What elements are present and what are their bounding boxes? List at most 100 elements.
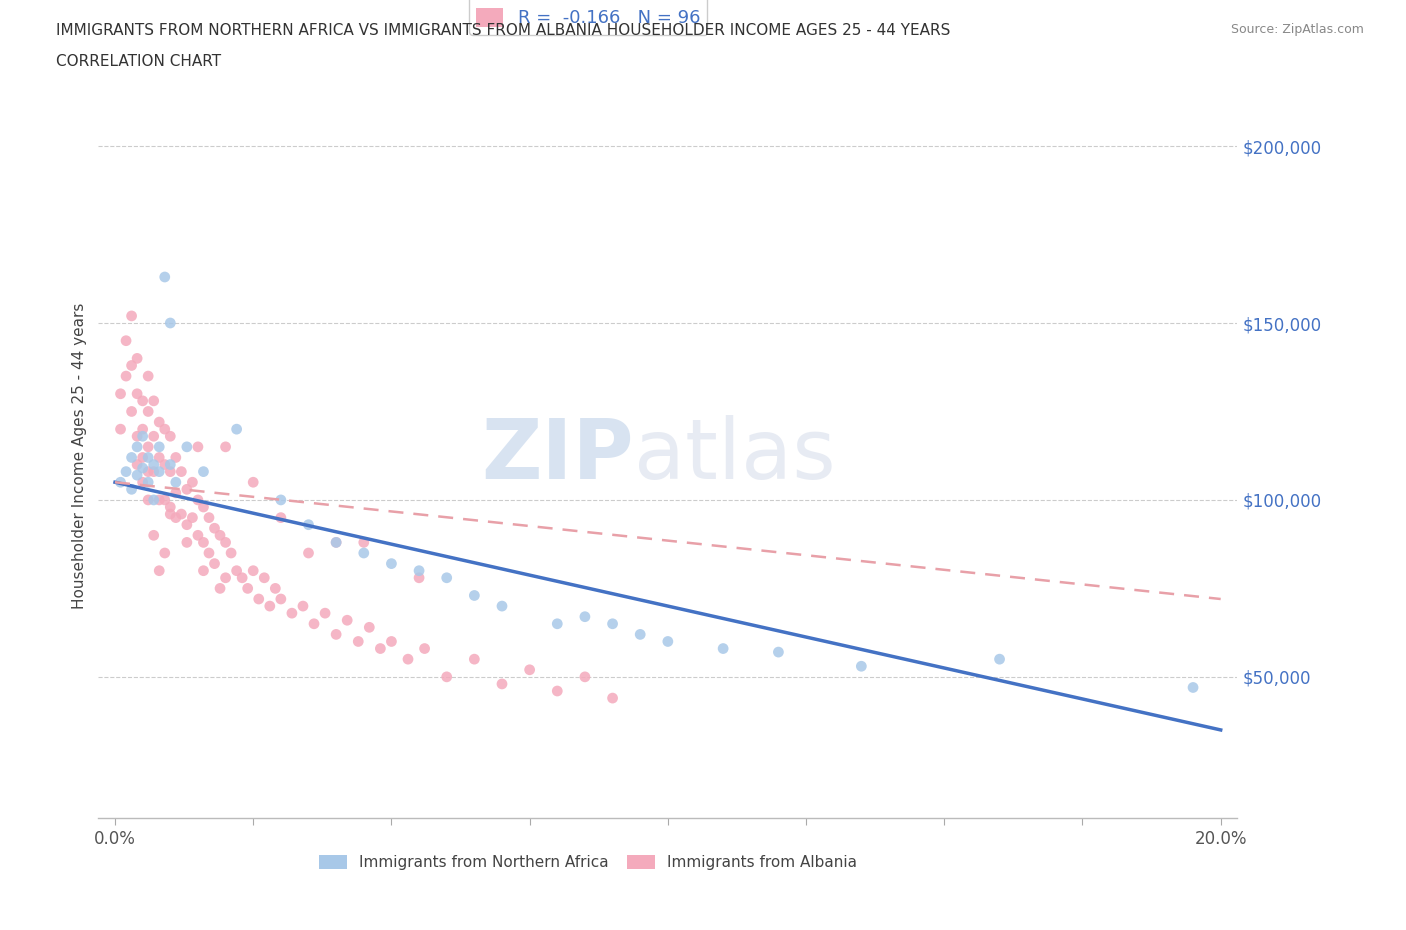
Point [353, 535, 375, 550]
Point [198, 546, 221, 561]
Point [127, 458, 149, 472]
Text: CORRELATION CHART: CORRELATION CHART [56, 54, 221, 69]
Text: ZIP: ZIP [481, 415, 634, 497]
Point [463, 588, 485, 603]
Point [148, 493, 170, 508]
Point [193, 464, 215, 479]
Point [148, 450, 170, 465]
Point [136, 439, 159, 454]
Point [193, 535, 215, 550]
Point [159, 464, 181, 479]
Point [153, 270, 176, 285]
Point [110, 386, 132, 401]
Point [142, 493, 165, 508]
Point [602, 691, 624, 706]
Point [136, 450, 159, 465]
Point [165, 511, 187, 525]
Point [491, 599, 513, 614]
Point [436, 570, 458, 585]
Point [270, 591, 292, 606]
Point [325, 535, 347, 550]
Point [115, 333, 138, 348]
Point [259, 599, 281, 614]
Point [127, 468, 149, 483]
Point [353, 546, 375, 561]
Point [187, 439, 209, 454]
Point [242, 564, 264, 578]
Point [121, 482, 143, 497]
Point [136, 368, 159, 383]
Point [270, 511, 292, 525]
Point [768, 644, 790, 659]
Point [142, 528, 165, 543]
Point [165, 485, 187, 500]
Point [657, 634, 679, 649]
Point [204, 521, 226, 536]
Point [127, 439, 149, 454]
Point [131, 460, 153, 475]
Point [225, 421, 247, 436]
Point [204, 556, 226, 571]
Point [408, 570, 430, 585]
Point [193, 564, 215, 578]
Point [851, 658, 873, 673]
Point [988, 652, 1011, 667]
Point [153, 493, 176, 508]
Point [131, 475, 153, 490]
Point [136, 464, 159, 479]
Point [209, 581, 232, 596]
Point [214, 570, 236, 585]
Point [602, 617, 624, 631]
Point [247, 591, 270, 606]
Point [302, 617, 325, 631]
Point [127, 351, 149, 365]
Point [153, 546, 176, 561]
Point [142, 464, 165, 479]
Point [176, 482, 198, 497]
Point [336, 613, 359, 628]
Point [142, 429, 165, 444]
Point [413, 641, 436, 656]
Point [121, 404, 143, 418]
Point [219, 546, 242, 561]
Point [264, 581, 287, 596]
Point [131, 421, 153, 436]
Point [380, 556, 402, 571]
Point [136, 493, 159, 508]
Text: atlas: atlas [634, 415, 835, 497]
Point [270, 493, 292, 508]
Point [408, 564, 430, 578]
Point [214, 535, 236, 550]
Point [370, 641, 392, 656]
Point [136, 404, 159, 418]
Point [142, 458, 165, 472]
Point [127, 429, 149, 444]
Point [181, 511, 204, 525]
Point [574, 670, 596, 684]
Point [176, 535, 198, 550]
Point [297, 517, 319, 532]
Point [181, 475, 204, 490]
Point [159, 429, 181, 444]
Point [436, 670, 458, 684]
Point [281, 605, 304, 620]
Point [711, 641, 734, 656]
Point [153, 458, 176, 472]
Point [165, 450, 187, 465]
Point [127, 386, 149, 401]
Point [115, 368, 138, 383]
Point [121, 358, 143, 373]
Point [359, 620, 381, 635]
Y-axis label: Householder Income Ages 25 - 44 years: Householder Income Ages 25 - 44 years [72, 302, 87, 609]
Point [231, 570, 253, 585]
Point [491, 676, 513, 691]
Point [148, 439, 170, 454]
Legend: Immigrants from Northern Africa, Immigrants from Albania: Immigrants from Northern Africa, Immigra… [314, 849, 863, 876]
Point [187, 528, 209, 543]
Point [574, 609, 596, 624]
Point [236, 581, 259, 596]
Point [380, 634, 402, 649]
Point [225, 564, 247, 578]
Point [291, 599, 314, 614]
Point [463, 652, 485, 667]
